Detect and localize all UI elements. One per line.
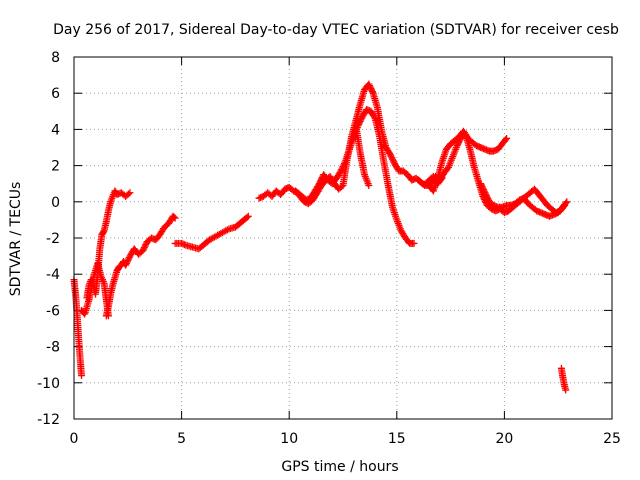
data-point bbox=[125, 255, 133, 263]
data-point bbox=[140, 244, 148, 252]
data-point bbox=[453, 142, 461, 150]
data-point bbox=[366, 82, 374, 90]
tick-labels: 0 5 10 15 20 25 -12 -10 -8 -6 -4 -2 0 2 4 6 8 bbox=[37, 50, 621, 447]
y-tick-label: 0 bbox=[51, 195, 60, 211]
series-arc-f bbox=[255, 105, 418, 247]
data-point bbox=[124, 257, 132, 265]
data-point bbox=[455, 137, 463, 145]
grid bbox=[74, 57, 612, 419]
series-arc-h bbox=[352, 122, 373, 190]
data-point bbox=[126, 189, 134, 197]
data-point bbox=[365, 182, 373, 190]
y-tick-label: -8 bbox=[46, 340, 60, 356]
data-point bbox=[456, 136, 464, 144]
series-arc-a bbox=[70, 276, 86, 380]
plot-frame bbox=[73, 56, 613, 420]
data-point bbox=[170, 213, 178, 221]
x-tick-label: 20 bbox=[495, 431, 513, 447]
data-point bbox=[503, 134, 511, 142]
data-point bbox=[477, 180, 485, 188]
y-axis-label: SDTVAR / TECUs bbox=[8, 182, 24, 297]
data-point bbox=[243, 213, 251, 221]
data-points bbox=[70, 80, 571, 394]
data-point bbox=[480, 186, 488, 194]
data-point bbox=[368, 88, 376, 96]
data-point bbox=[123, 258, 131, 266]
data-point bbox=[477, 181, 485, 189]
x-tick-label: 25 bbox=[603, 431, 621, 447]
series-arc-l bbox=[557, 364, 570, 394]
data-point bbox=[480, 187, 488, 195]
chart-title: Day 256 of 2017, Sidereal Day-to-day VTE… bbox=[53, 22, 619, 38]
data-point bbox=[366, 83, 374, 91]
data-point bbox=[140, 245, 148, 253]
series-arc-e bbox=[171, 212, 252, 253]
data-point bbox=[125, 190, 133, 198]
x-axis-label: GPS time / hours bbox=[281, 459, 398, 475]
data-point bbox=[223, 226, 231, 234]
data-point bbox=[454, 140, 462, 148]
data-point bbox=[142, 241, 150, 249]
series-arc-d bbox=[102, 212, 179, 320]
y-tick-label: -2 bbox=[46, 231, 60, 247]
data-point bbox=[562, 386, 570, 394]
data-point bbox=[356, 117, 364, 125]
y-tick-label: -4 bbox=[46, 267, 60, 283]
data-point bbox=[367, 85, 375, 93]
x-tick-label: 15 bbox=[388, 431, 406, 447]
y-tick-label: 2 bbox=[51, 159, 60, 175]
data-point bbox=[122, 261, 130, 269]
y-tick-label: -10 bbox=[37, 376, 60, 392]
data-point bbox=[482, 190, 490, 198]
data-point bbox=[368, 86, 376, 94]
x-tick-label: 0 bbox=[70, 431, 79, 447]
y-tick-label: 6 bbox=[51, 86, 60, 102]
data-point bbox=[563, 198, 571, 206]
series-arc-c bbox=[83, 187, 134, 302]
data-point bbox=[78, 372, 86, 380]
data-point bbox=[244, 212, 252, 220]
data-point bbox=[388, 154, 396, 162]
data-point bbox=[387, 152, 395, 160]
data-point bbox=[389, 157, 397, 165]
y-tick-label: -6 bbox=[46, 303, 60, 319]
series-arc-j bbox=[414, 131, 569, 217]
data-point bbox=[482, 192, 490, 200]
data-point bbox=[478, 183, 486, 191]
data-point bbox=[454, 139, 462, 147]
axis-ticks bbox=[73, 56, 613, 420]
data-point bbox=[337, 167, 345, 175]
data-point bbox=[122, 260, 130, 268]
series-arc-k bbox=[477, 180, 571, 220]
data-point bbox=[141, 242, 149, 250]
y-tick-label: 8 bbox=[51, 50, 60, 66]
data-point bbox=[171, 214, 179, 222]
data-point bbox=[479, 184, 487, 192]
y-tick-label: 4 bbox=[51, 122, 60, 138]
data-point bbox=[99, 228, 107, 236]
data-point bbox=[481, 189, 489, 197]
x-tick-label: 5 bbox=[177, 431, 186, 447]
data-point bbox=[484, 195, 492, 203]
data-point bbox=[410, 239, 418, 247]
data-point bbox=[483, 193, 491, 201]
data-point bbox=[562, 199, 570, 207]
data-point bbox=[501, 136, 509, 144]
data-point bbox=[388, 155, 396, 163]
data-point bbox=[365, 80, 373, 88]
y-tick-label: -12 bbox=[37, 412, 60, 428]
x-tick-label: 10 bbox=[280, 431, 298, 447]
data-point bbox=[139, 247, 147, 255]
data-point bbox=[386, 151, 394, 159]
